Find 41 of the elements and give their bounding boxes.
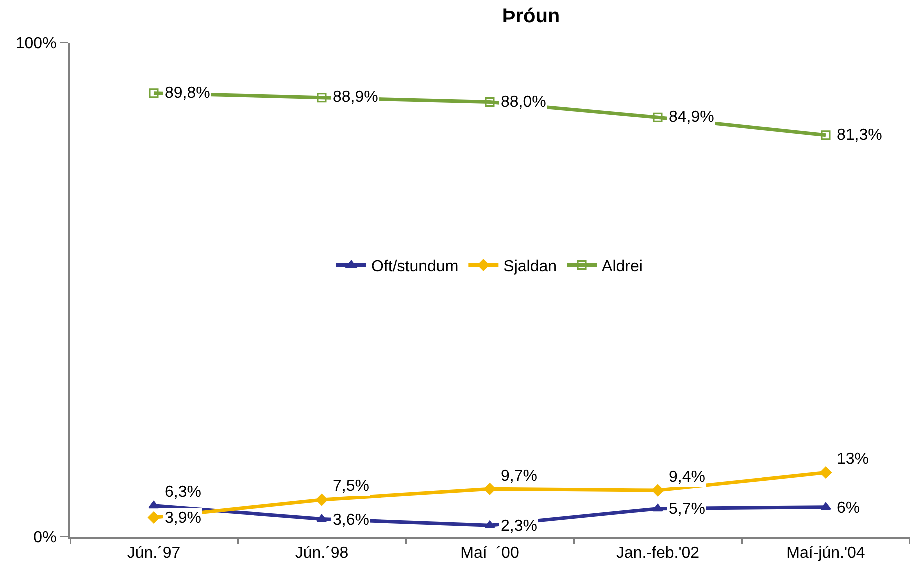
x-tick-label: Maí ´00 [460, 545, 520, 562]
point [652, 484, 664, 497]
data-label: 6,3% [165, 484, 202, 501]
x-tick-label: Jan.-feb.'02 [616, 545, 700, 562]
point [148, 501, 160, 509]
chart-title: Þróun [502, 6, 560, 28]
point [820, 466, 832, 479]
point [484, 520, 496, 528]
data-label: 3,9% [165, 510, 202, 527]
data-label: 89,8% [165, 85, 210, 102]
point [653, 112, 663, 122]
point [820, 502, 832, 510]
legend-label: Sjaldan [504, 258, 558, 276]
point [316, 514, 328, 522]
y-tick-label: 0% [34, 530, 57, 547]
x-tick-label: Maí-jún.'04 [786, 545, 866, 562]
legend-label: Oft/stundum [372, 258, 459, 276]
data-label: 2,3% [501, 518, 538, 535]
point [485, 98, 495, 108]
point [484, 483, 496, 496]
data-label: 88,9% [333, 89, 378, 106]
data-label: 6% [837, 500, 860, 517]
point [317, 93, 327, 103]
data-label: 84,9% [669, 109, 714, 126]
data-label: 7,5% [333, 478, 370, 495]
point [652, 504, 664, 512]
data-label: 3,6% [333, 512, 370, 529]
data-label: 9,4% [669, 469, 706, 486]
x-tick-label: Jún.´97 [127, 545, 181, 562]
point [148, 512, 160, 524]
data-label: 13% [837, 451, 870, 468]
data-label: 81,3% [837, 127, 882, 144]
y-tick-label: 100% [16, 36, 57, 53]
data-label: 9,7% [501, 468, 538, 485]
point [316, 494, 328, 506]
legend-label: Aldrei [602, 258, 643, 276]
point [821, 130, 831, 140]
x-tick-label: Jún.´98 [295, 545, 349, 562]
data-label: 88,0% [501, 94, 546, 111]
point [149, 88, 159, 98]
data-label: 5,7% [669, 501, 706, 518]
